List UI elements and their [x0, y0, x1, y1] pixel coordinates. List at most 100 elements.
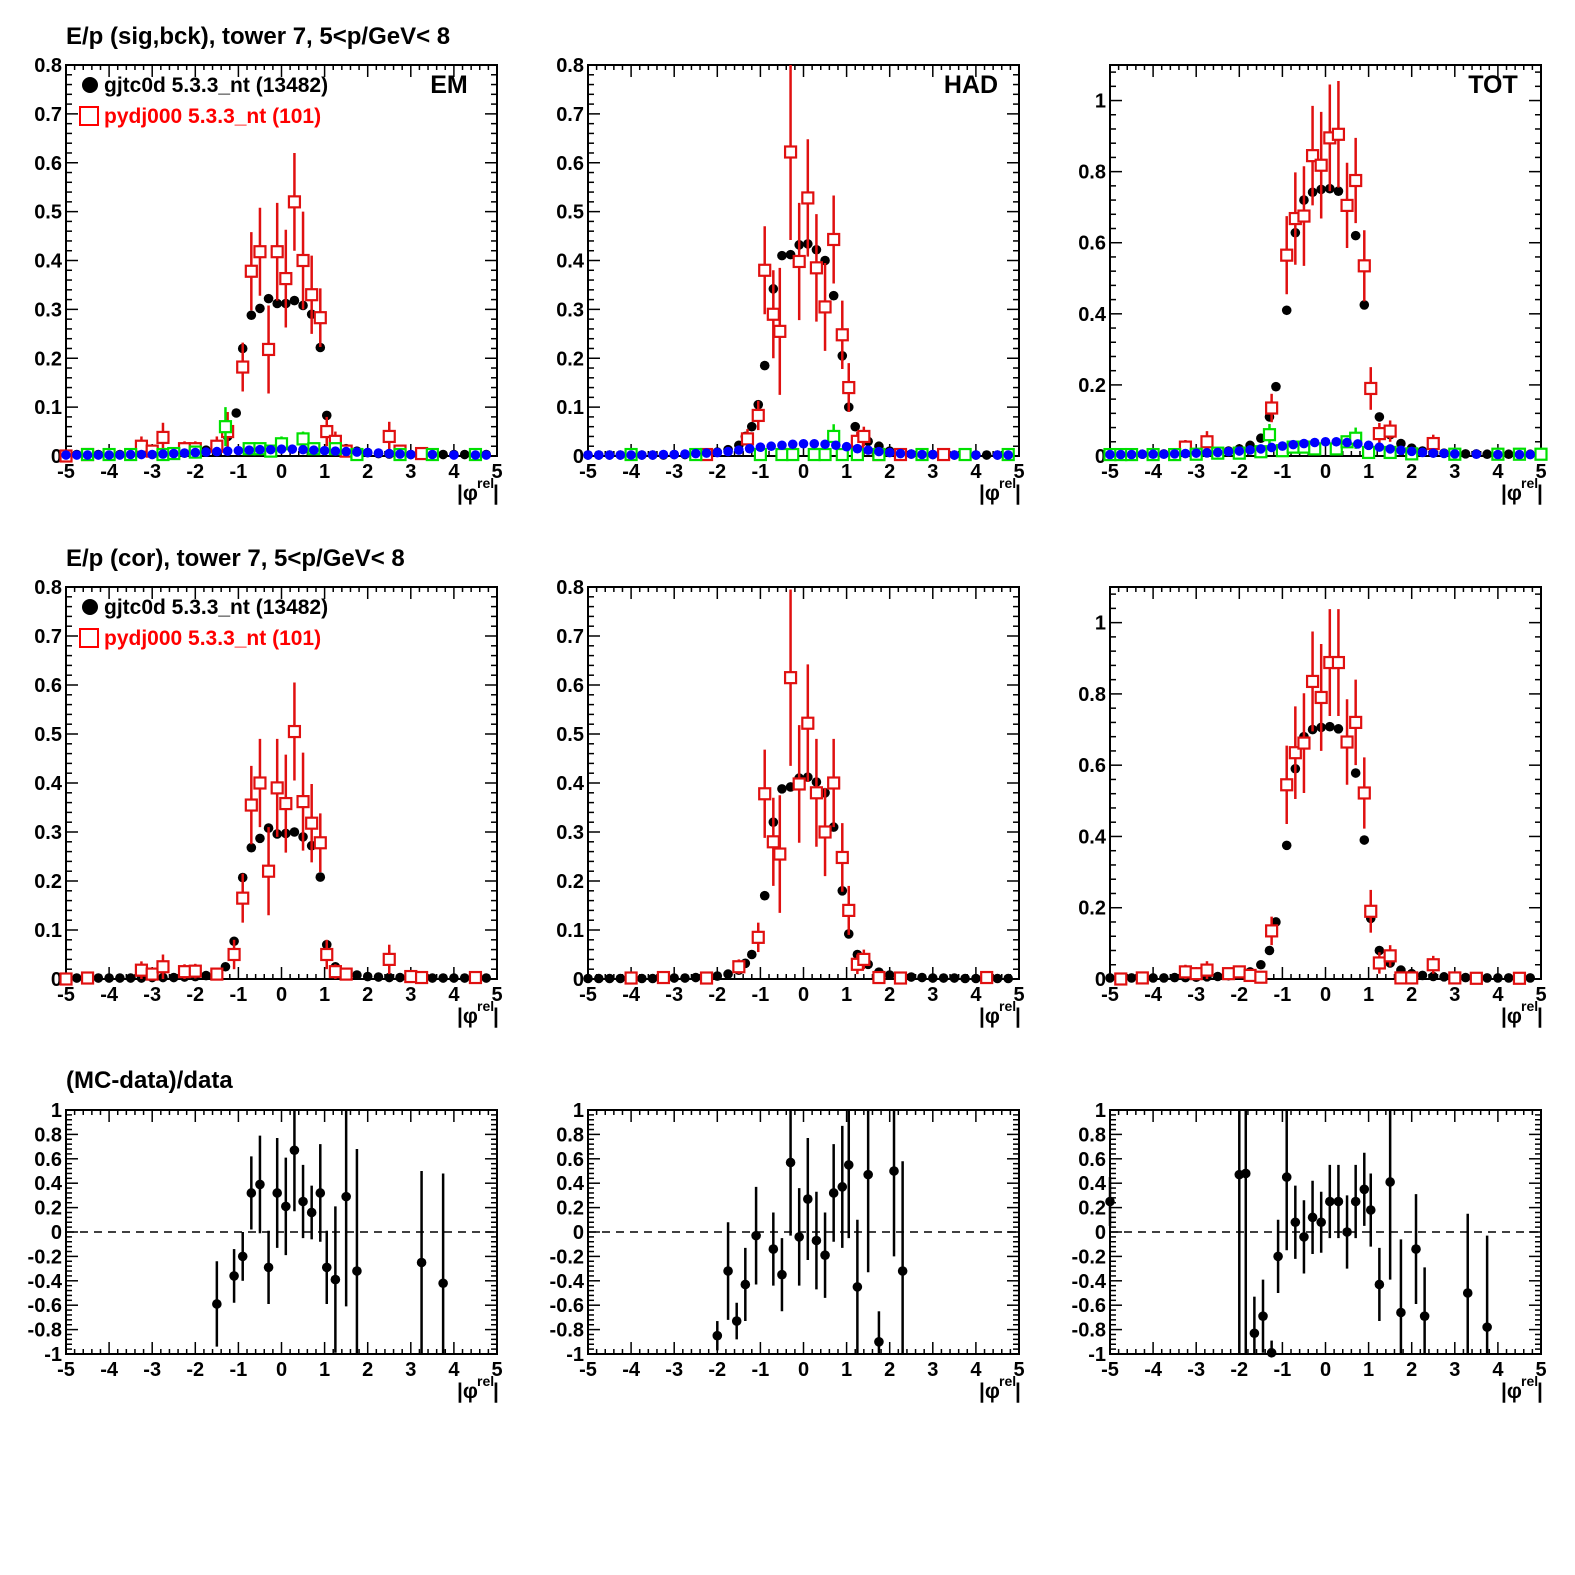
- data-point: [828, 1188, 839, 1198]
- data-point: [384, 972, 395, 983]
- data-point: [296, 795, 310, 809]
- data-point: [362, 971, 373, 982]
- data-point: [758, 263, 772, 277]
- x-axis-title: |φ: [1501, 1380, 1522, 1403]
- y-tick-label: 0.2: [34, 871, 62, 893]
- data-point: [1428, 971, 1439, 982]
- y-tick-label: 0: [573, 969, 584, 991]
- data-point: [583, 450, 593, 460]
- legend: gjtc0d 5.3.3_nt (13482) pydj000 5.3.3_nt …: [79, 596, 328, 650]
- y-tick-label: 0.8: [1078, 684, 1106, 706]
- data-point: [134, 963, 149, 977]
- x-axis-title-end: |: [1015, 1005, 1021, 1028]
- x-axis-title-sup: rel: [477, 1373, 494, 1389]
- data-point: [949, 973, 960, 983]
- data-point: [1003, 450, 1014, 460]
- data-point: [949, 450, 960, 460]
- data-point: [897, 1266, 908, 1276]
- data-point: [449, 450, 459, 460]
- data-point: [1305, 149, 1320, 163]
- data-point: [777, 784, 787, 794]
- data-point: [156, 960, 170, 974]
- data-point: [831, 440, 841, 451]
- data-point: [168, 448, 179, 459]
- series-0: [1105, 721, 1536, 983]
- x-tick-label: 3: [1449, 461, 1460, 483]
- y-tick-label: 0.4: [34, 1173, 63, 1195]
- data-point: [669, 449, 679, 460]
- data-point: [190, 447, 201, 458]
- data-point: [981, 450, 992, 460]
- y-tick-label: 0.8: [34, 577, 62, 599]
- data-point: [792, 254, 806, 269]
- data-point: [80, 971, 95, 985]
- x-tick-label: 4: [1492, 984, 1504, 1006]
- data-point: [773, 324, 787, 338]
- y-tick-label: 0.8: [556, 55, 584, 77]
- data-point: [593, 450, 604, 460]
- data-point: [1288, 746, 1302, 760]
- x-tick-label: 0: [276, 1359, 287, 1381]
- data-point: [820, 439, 830, 450]
- data-point: [857, 952, 871, 967]
- x-axis-title-end: |: [1537, 482, 1543, 505]
- y-tick-label: 0.4: [1078, 1173, 1107, 1195]
- data-point: [792, 777, 806, 791]
- data-point: [481, 450, 492, 460]
- data-point: [289, 827, 300, 837]
- data-point: [1331, 655, 1346, 670]
- x-tick-label: 1: [1363, 984, 1374, 1006]
- x-axis-title-end: |: [1537, 1005, 1543, 1028]
- data-point: [1471, 449, 1482, 460]
- series-1: [699, 65, 951, 462]
- x-tick-label: -3: [143, 1359, 161, 1381]
- x-tick-label: -5: [57, 461, 75, 483]
- x-tick-label: -2: [186, 1359, 204, 1381]
- data-point: [751, 930, 765, 944]
- data-point: [382, 952, 396, 967]
- x-tick-label: -5: [579, 1359, 597, 1381]
- data-point: [680, 449, 690, 459]
- data-point: [449, 973, 459, 983]
- data-point: [414, 970, 429, 985]
- data-point: [768, 1244, 779, 1254]
- data-point: [843, 1160, 854, 1170]
- series-0: [212, 1110, 448, 1354]
- y-tick-label: 0.6: [556, 1149, 584, 1171]
- data-point: [1365, 1205, 1376, 1215]
- data-point: [61, 450, 71, 460]
- data-point: [740, 1279, 751, 1290]
- data-point: [236, 891, 250, 905]
- data-point: [210, 967, 224, 981]
- data-point: [1316, 1217, 1326, 1228]
- data-point: [158, 449, 168, 459]
- data-point: [1105, 449, 1115, 460]
- y-tick-label: 0.2: [556, 1198, 584, 1220]
- data-point: [315, 872, 326, 882]
- x-tick-label: -2: [708, 984, 726, 1006]
- data-point: [1448, 971, 1462, 985]
- x-tick-label: 2: [362, 461, 373, 483]
- x-tick-label: 1: [1363, 1359, 1374, 1381]
- data-point: [395, 972, 405, 983]
- x-tick-label: 1: [841, 1359, 852, 1381]
- x-tick-label: -2: [708, 1359, 726, 1381]
- y-tick-label: 0: [573, 1222, 584, 1244]
- data-point: [872, 970, 886, 985]
- y-tick-label: 0.4: [1078, 826, 1107, 848]
- data-point: [229, 1271, 239, 1281]
- data-point: [1126, 449, 1137, 460]
- data-point: [637, 973, 647, 984]
- data-point: [740, 432, 755, 446]
- data-point: [255, 1179, 265, 1190]
- data-point: [1364, 381, 1378, 396]
- x-axis-title-sup: rel: [999, 475, 1016, 491]
- data-point: [272, 298, 282, 309]
- data-point: [1396, 445, 1406, 456]
- x-tick-label: -4: [622, 461, 641, 483]
- x-tick-label: -1: [230, 1359, 248, 1381]
- data-point: [276, 444, 287, 454]
- data-point: [272, 1188, 282, 1198]
- x-tick-label: 1: [319, 984, 330, 1006]
- data-point: [1262, 428, 1277, 442]
